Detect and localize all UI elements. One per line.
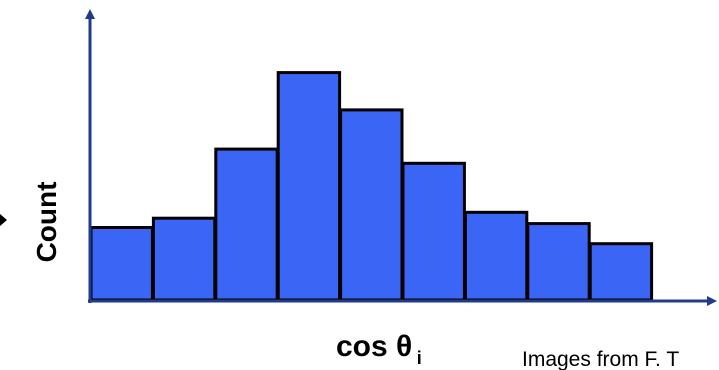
histogram-bar-4: [276, 71, 342, 302]
image-credit: Images from F. T: [522, 348, 679, 370]
histogram-bar-8: [526, 222, 591, 302]
x-axis-label: cos θ i: [336, 330, 422, 368]
histogram-bar-9: [588, 242, 654, 302]
histogram-bar-5: [339, 108, 404, 302]
bars-group: [89, 71, 654, 302]
y-axis-label: Count: [31, 182, 62, 263]
histogram-bar-1: [89, 226, 154, 302]
histogram-bar-3: [214, 147, 279, 302]
histogram-bar-7: [463, 210, 529, 302]
histogram-bar-6: [401, 161, 466, 302]
y-label-arrow-icon: [0, 214, 7, 226]
histogram-bar-2: [151, 216, 217, 302]
